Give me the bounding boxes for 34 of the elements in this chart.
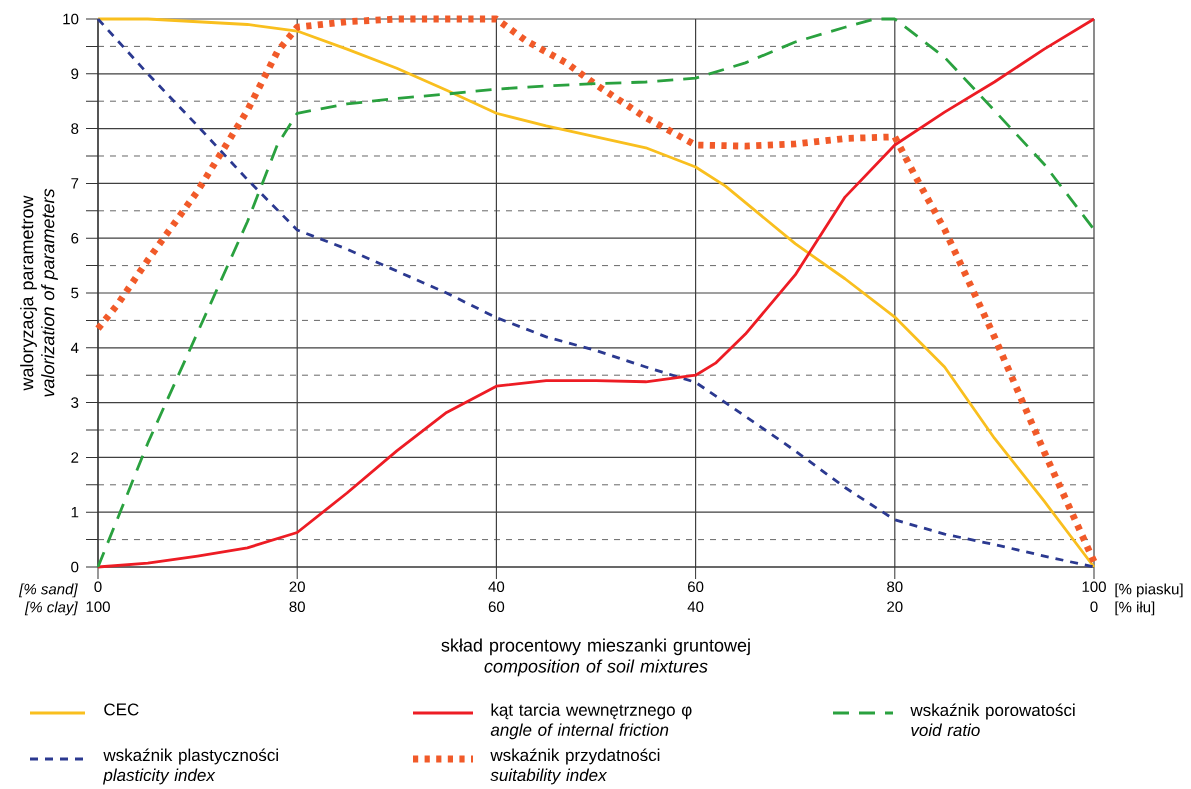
- text: [% iłu]: [1115, 601, 1155, 616]
- x-tick-label: 80: [887, 581, 903, 593]
- y-tick-label: 4: [70, 342, 79, 353]
- x2-tick-label: 80: [289, 601, 305, 613]
- x2-tick-label: 60: [488, 601, 505, 613]
- y-tick-label: 8: [71, 123, 79, 134]
- y-axis-title: waloryzacja parametrow valorization of parameters: [20, 188, 58, 397]
- y-tick-label: 6: [71, 232, 79, 244]
- y-tick-label: 0: [71, 561, 79, 573]
- legend-label: wskaźnik porowatości void ratio: [910, 703, 1075, 737]
- x-tick-label: 60: [688, 581, 704, 593]
- x2-tick-label: 40: [687, 601, 704, 613]
- y-tick-label: 5: [71, 287, 79, 299]
- x-tick-label: 0: [94, 581, 102, 593]
- y-tick-label: 2: [71, 452, 79, 463]
- x2-tick-label: 0: [1090, 601, 1098, 613]
- y-tick-label: 10: [63, 13, 79, 25]
- text: [% piasku]: [1115, 583, 1183, 598]
- text: [% sand]: [18, 583, 78, 598]
- x-tick-label: 100: [1082, 581, 1106, 593]
- y-tick-label: 9: [71, 68, 79, 80]
- legend-label: kąt tarcia wewnętrznego φ angle of internal friction: [490, 703, 692, 740]
- x-tick-label: 40: [488, 581, 505, 593]
- x-axis-title: skład procentowy mieszanki gruntowej composition of soil mixtures: [441, 638, 750, 677]
- text: [% clay]: [24, 601, 78, 616]
- x2-tick-label: 20: [887, 601, 903, 613]
- legend-label: wskaźnik przydatności suitability index: [490, 748, 660, 785]
- x2-tick-label: 100: [86, 601, 110, 613]
- y-tick-label: 1: [71, 507, 79, 518]
- y-tick-label: 7: [71, 178, 79, 189]
- legend-label: CEC: [104, 703, 139, 716]
- legend-label: wskaźnik plastyczności plasticity index: [102, 748, 278, 785]
- y-tick-label: 3: [71, 397, 79, 408]
- x-tick-label: 20: [289, 581, 305, 593]
